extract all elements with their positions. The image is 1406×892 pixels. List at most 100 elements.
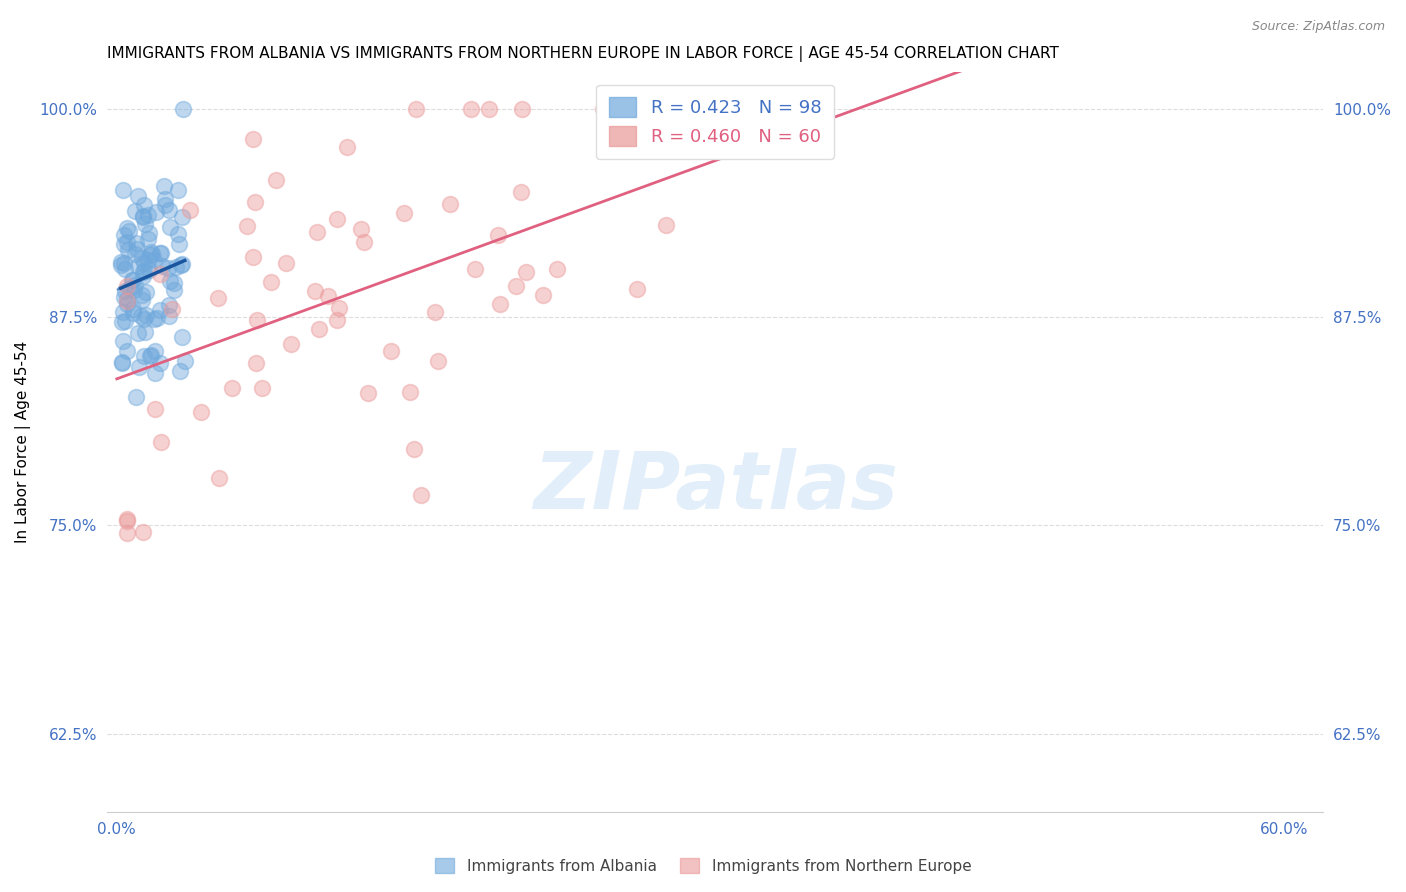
- Point: [280, 336, 302, 351]
- Point: [486, 228, 509, 243]
- Point: [132, 256, 155, 270]
- Point: [136, 252, 159, 267]
- Point: [142, 311, 165, 326]
- Point: [110, 254, 132, 268]
- Point: [172, 210, 194, 224]
- Legend: R = 0.423   N = 98, R = 0.460   N = 60: R = 0.423 N = 98, R = 0.460 N = 60: [596, 85, 834, 159]
- Point: [510, 185, 533, 199]
- Point: [112, 227, 135, 242]
- Point: [134, 325, 156, 339]
- Point: [138, 226, 160, 240]
- Point: [304, 284, 326, 298]
- Point: [132, 265, 155, 279]
- Point: [245, 356, 267, 370]
- Point: [157, 202, 180, 217]
- Point: [143, 366, 166, 380]
- Point: [242, 131, 264, 145]
- Point: [353, 235, 375, 250]
- Point: [117, 244, 139, 258]
- Point: [179, 203, 201, 218]
- Point: [115, 221, 138, 235]
- Point: [411, 488, 433, 502]
- Point: [114, 313, 136, 327]
- Point: [111, 355, 134, 369]
- Point: [138, 232, 160, 246]
- Point: [425, 305, 447, 319]
- Point: [131, 524, 153, 539]
- Point: [115, 344, 138, 359]
- Point: [464, 261, 486, 276]
- Point: [167, 227, 190, 241]
- Point: [157, 260, 180, 275]
- Point: [145, 205, 167, 219]
- Point: [392, 206, 415, 220]
- Point: [118, 280, 141, 294]
- Point: [115, 279, 138, 293]
- Point: [460, 102, 482, 116]
- Point: [426, 354, 449, 368]
- Point: [141, 245, 163, 260]
- Point: [134, 217, 156, 231]
- Point: [122, 273, 145, 287]
- Point: [167, 237, 190, 252]
- Point: [128, 359, 150, 374]
- Point: [146, 311, 169, 326]
- Point: [149, 356, 172, 370]
- Point: [121, 272, 143, 286]
- Point: [143, 402, 166, 417]
- Point: [138, 349, 160, 363]
- Point: [153, 192, 176, 206]
- Point: [115, 292, 138, 306]
- Point: [124, 246, 146, 260]
- Point: [328, 301, 350, 316]
- Point: [169, 364, 191, 378]
- Point: [122, 302, 145, 317]
- Point: [246, 313, 269, 327]
- Point: [308, 322, 330, 336]
- Point: [478, 102, 501, 116]
- Point: [115, 293, 138, 308]
- Point: [131, 293, 153, 308]
- Point: [243, 195, 266, 210]
- Point: [505, 279, 527, 293]
- Point: [169, 258, 191, 272]
- Point: [172, 102, 194, 116]
- Point: [124, 283, 146, 297]
- Point: [111, 315, 134, 329]
- Text: ZIPatlas: ZIPatlas: [533, 448, 897, 525]
- Point: [132, 209, 155, 223]
- Point: [132, 268, 155, 283]
- Point: [143, 343, 166, 358]
- Point: [326, 312, 349, 326]
- Point: [135, 285, 157, 299]
- Point: [150, 435, 173, 450]
- Point: [110, 258, 132, 272]
- Point: [380, 343, 402, 358]
- Point: [405, 102, 427, 116]
- Point: [121, 305, 143, 319]
- Point: [357, 385, 380, 400]
- Point: [115, 297, 138, 311]
- Point: [131, 288, 153, 302]
- Point: [124, 204, 146, 219]
- Point: [252, 380, 274, 394]
- Point: [149, 246, 172, 260]
- Point: [274, 256, 297, 270]
- Point: [112, 256, 135, 270]
- Point: [654, 219, 676, 233]
- Point: [515, 265, 537, 279]
- Point: [510, 102, 533, 116]
- Point: [125, 235, 148, 250]
- Point: [316, 289, 339, 303]
- Point: [118, 224, 141, 238]
- Point: [132, 349, 155, 363]
- Point: [221, 381, 243, 395]
- Point: [143, 252, 166, 267]
- Point: [208, 471, 231, 485]
- Point: [149, 267, 172, 281]
- Point: [132, 197, 155, 211]
- Point: [115, 512, 138, 526]
- Point: [305, 226, 328, 240]
- Point: [114, 285, 136, 299]
- Point: [141, 349, 163, 363]
